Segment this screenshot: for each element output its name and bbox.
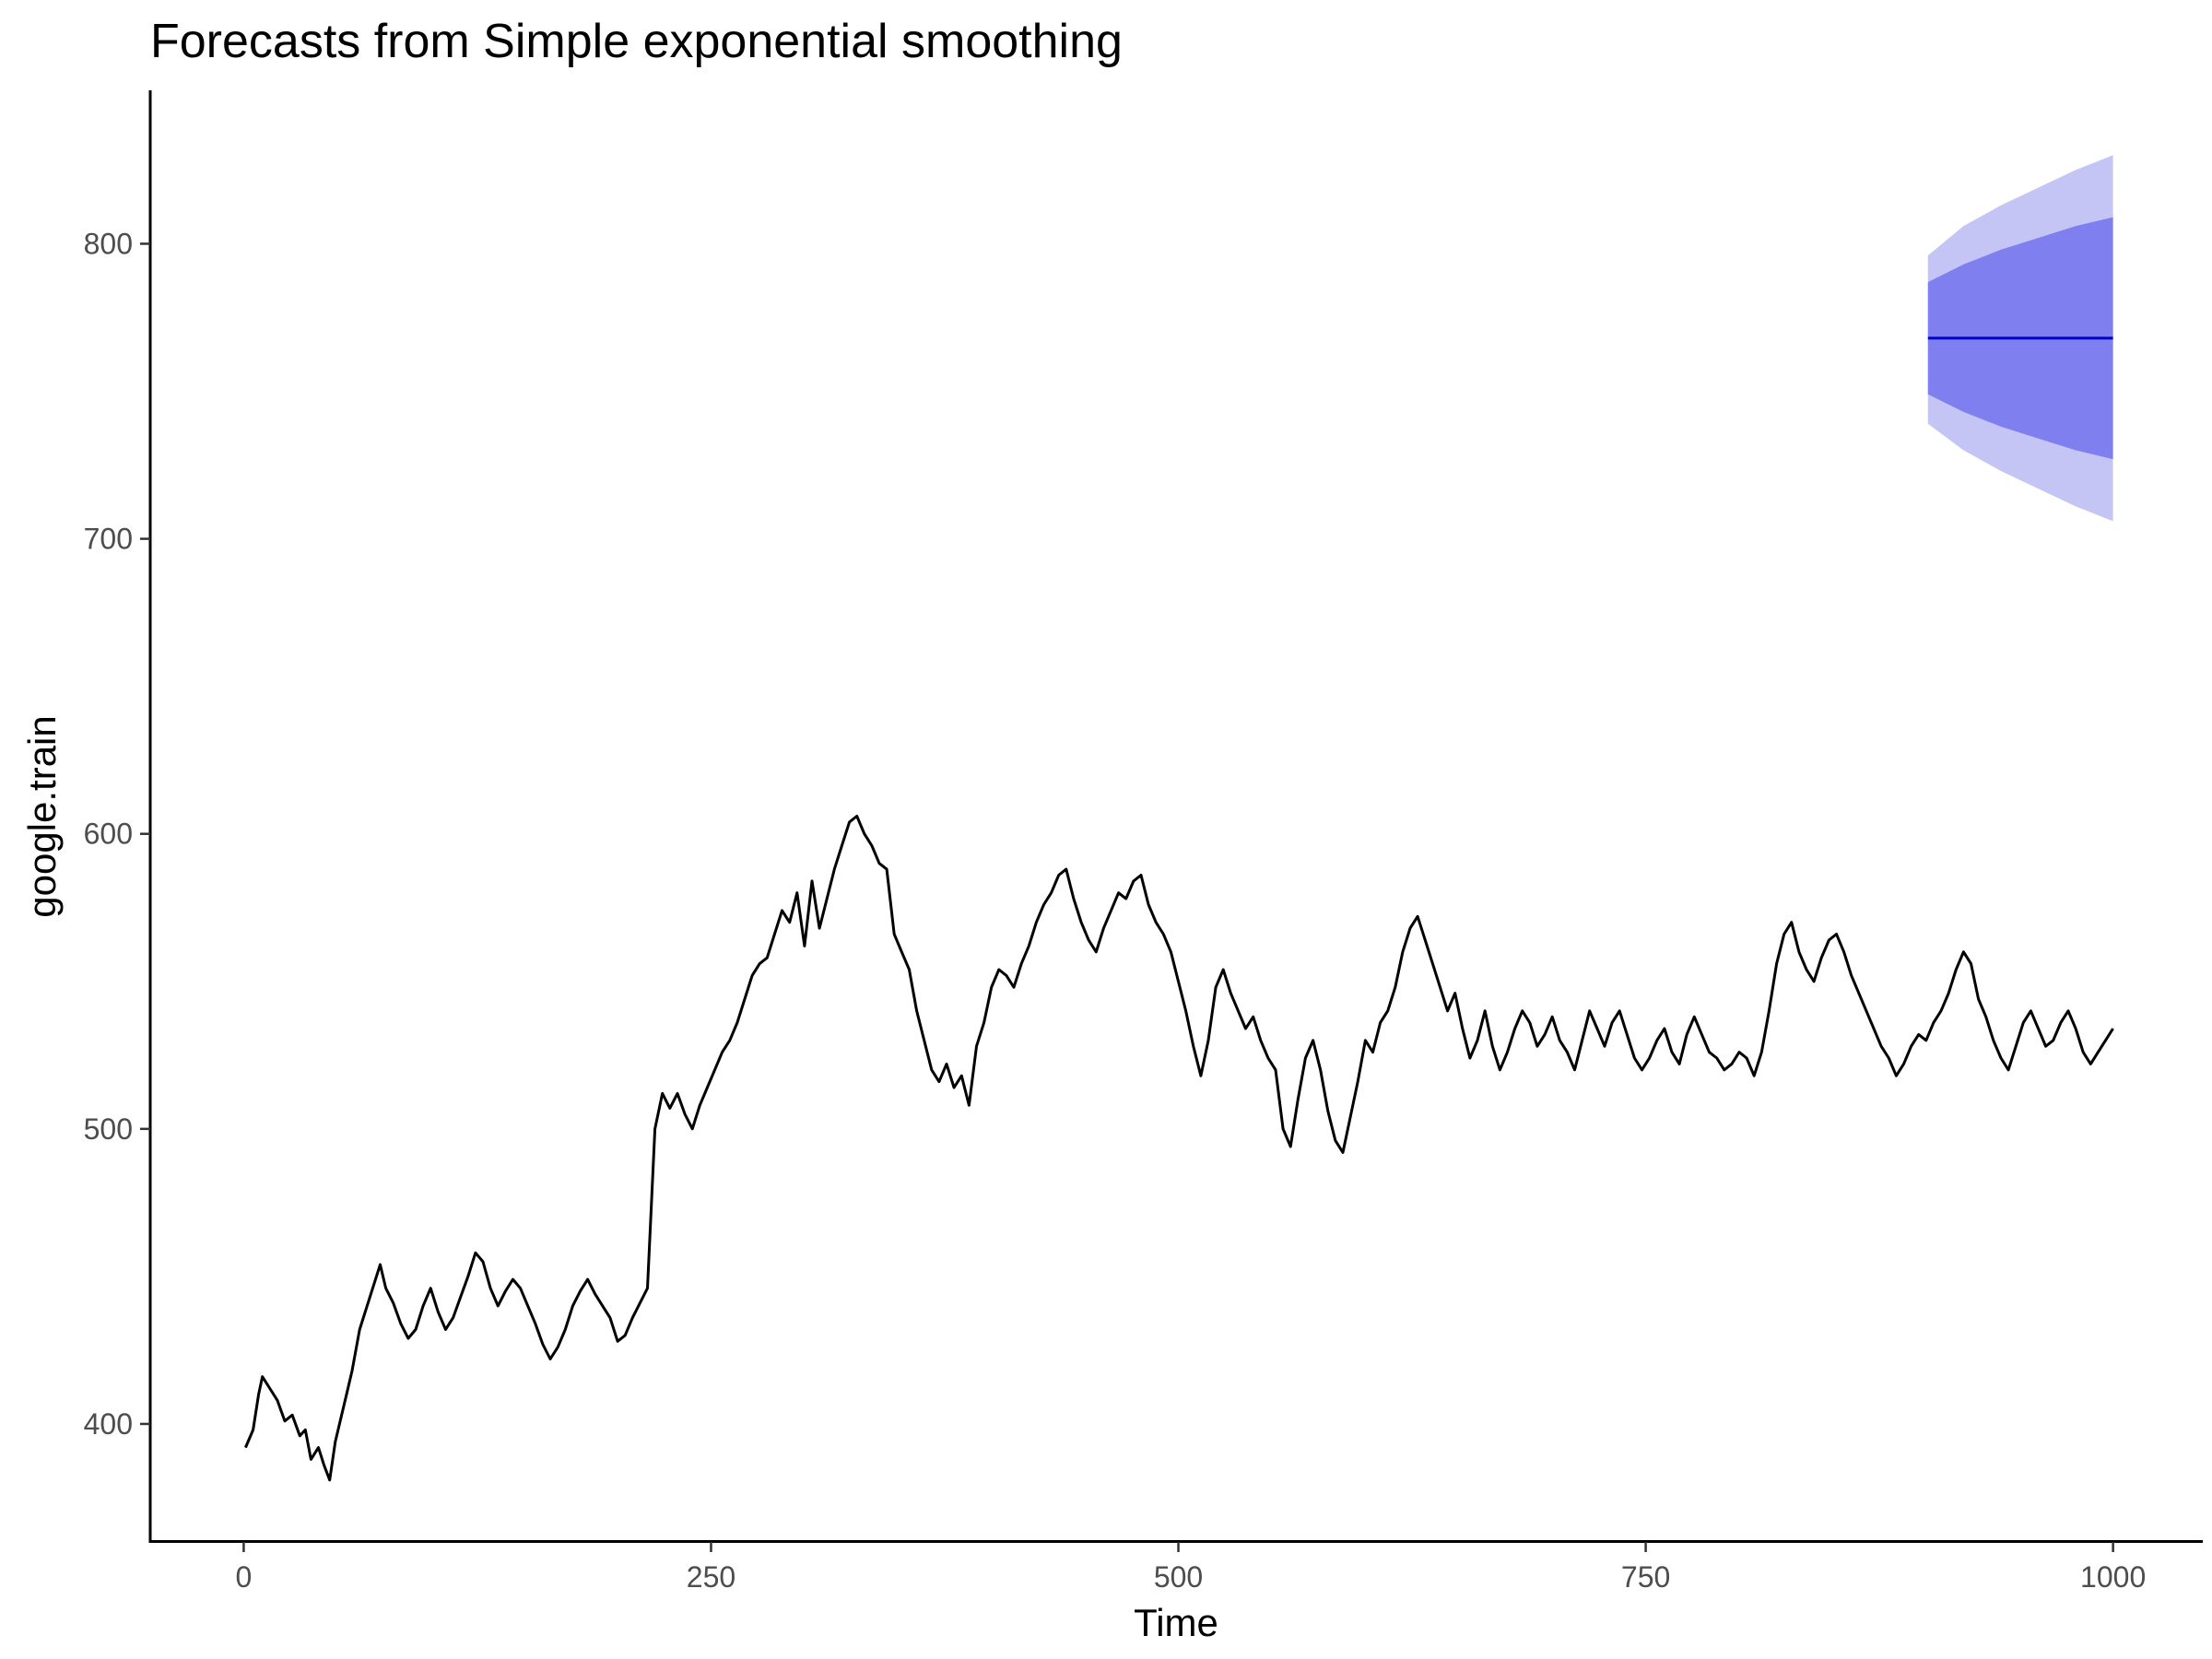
y-tick-label: 700 xyxy=(84,523,133,556)
x-tick-label: 250 xyxy=(687,1560,735,1594)
x-tick-label: 500 xyxy=(1154,1560,1203,1594)
x-axis-title: Time xyxy=(1134,1601,1218,1644)
observed-series-line xyxy=(244,815,2114,1482)
chart-title: Forecasts from Simple exponential smooth… xyxy=(150,15,1123,68)
x-tick-label: 750 xyxy=(1621,1560,1670,1594)
series-lines xyxy=(244,336,2114,1482)
y-tick-label: 600 xyxy=(84,818,133,851)
y-tick-label: 500 xyxy=(84,1112,133,1146)
x-tick-label: 0 xyxy=(236,1560,253,1594)
y-tick-label: 800 xyxy=(84,227,133,260)
y-axis-title: google.train xyxy=(20,715,64,918)
x-axis-ticks: 0 250 500 750 1000 xyxy=(236,1542,2146,1594)
y-tick-label: 400 xyxy=(84,1407,133,1441)
x-tick-label: 1000 xyxy=(2080,1560,2146,1594)
y-axis-ticks: 400 500 600 700 800 xyxy=(84,227,150,1441)
